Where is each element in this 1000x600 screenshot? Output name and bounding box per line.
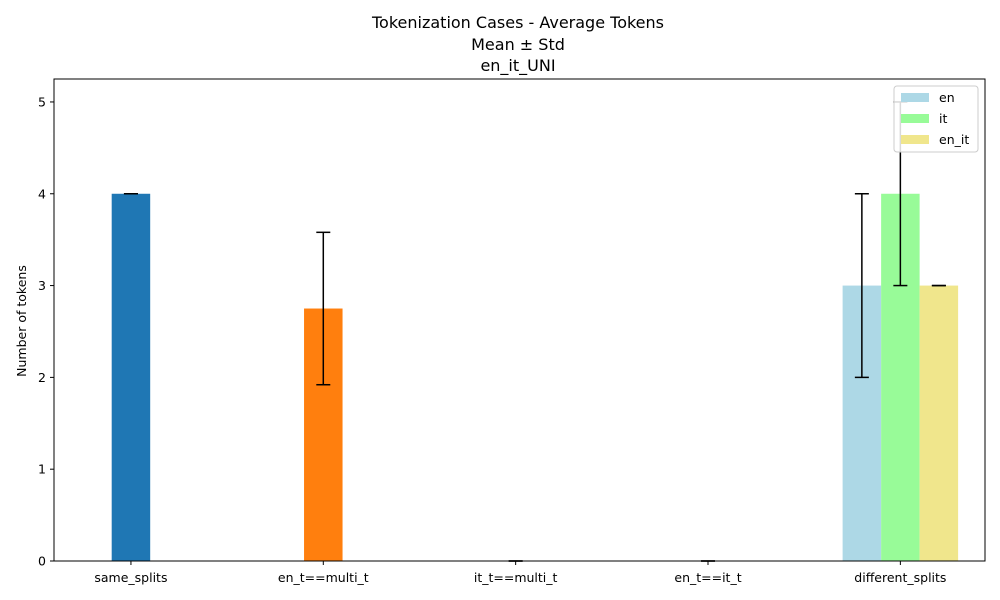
bar-0	[111, 193, 151, 561]
y-tick-label: 4	[38, 186, 46, 201]
y-tick-label: 1	[38, 462, 46, 477]
x-tick-label: same_splits	[94, 570, 167, 585]
legend-label-en: en	[939, 90, 955, 105]
chart-title-line-2: Mean ± Std	[471, 35, 565, 54]
legend-label-en_it: en_it	[939, 132, 969, 147]
legend-swatch-en	[901, 93, 929, 102]
y-axis-label: Number of tokens	[14, 265, 29, 377]
bar-en_it	[919, 285, 959, 561]
plot-area: 0 1 2 3 4 5 same_splits en_t==multi_t it_t==mult…	[38, 78, 986, 585]
chart-title: Tokenization Cases - Average Tokens Mean…	[371, 13, 664, 76]
y-tick-label: 3	[38, 278, 46, 293]
x-tick-label: en_t==it_t	[674, 570, 741, 585]
legend-label-it: it	[939, 111, 947, 126]
legend: en it en_it	[893, 85, 979, 153]
axes-frame	[53, 78, 986, 562]
x-tick-label: it_t==multi_t	[474, 570, 558, 585]
error-bar-en	[854, 193, 869, 379]
chart-title-line-1: Tokenization Cases - Average Tokens	[371, 13, 664, 32]
legend-swatch-it	[901, 114, 929, 123]
x-tick-label: different_splits	[854, 570, 946, 585]
y-tick-label: 5	[38, 94, 46, 109]
legend-swatch-en_it	[901, 135, 929, 144]
y-tick-label: 2	[38, 370, 46, 385]
chart-title-line-3: en_it_UNI	[480, 56, 555, 76]
y-tick-label: 0	[38, 554, 46, 569]
error-bar-1	[316, 231, 331, 386]
x-tick-label: en_t==multi_t	[278, 570, 369, 585]
